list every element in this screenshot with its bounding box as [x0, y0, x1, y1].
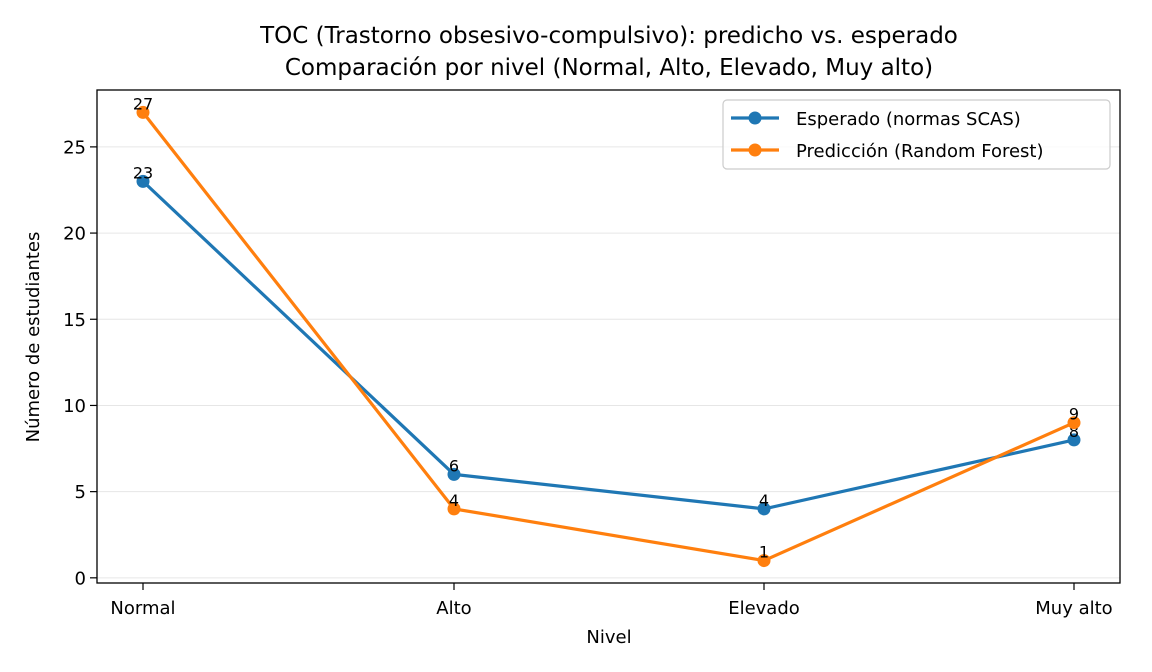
- x-axis-label: Nivel: [586, 627, 631, 648]
- series-layer: 23 6 4 8 27 4 1 9: [133, 94, 1081, 568]
- legend-box: [722, 99, 1111, 170]
- y-tick-label: 25: [63, 137, 86, 158]
- data-point: [447, 502, 461, 516]
- data-label: 23: [133, 163, 153, 182]
- x-tick-label: Normal: [110, 598, 175, 619]
- data-label: 27: [133, 94, 153, 113]
- x-tick-label: Alto: [436, 598, 471, 619]
- series-line: [141, 179, 1076, 511]
- data-label: 9: [1069, 405, 1079, 424]
- y-axis-label: Número de estudiantes: [23, 232, 44, 443]
- plot-frame: [96, 89, 1121, 584]
- series-2: 27 4 1 9: [133, 94, 1081, 568]
- data-point: [447, 467, 461, 481]
- y-tick-label: 15: [63, 310, 86, 331]
- data-label: 4: [449, 491, 459, 510]
- y-tick-label: 20: [63, 224, 86, 245]
- y-tick-label: 10: [63, 396, 86, 417]
- data-point: [757, 502, 771, 516]
- data-point: [1067, 416, 1081, 430]
- y-tick-label: 5: [75, 482, 86, 503]
- data-label: 8: [1069, 422, 1079, 441]
- legend-label: Esperado (normas SCAS): [796, 109, 1021, 130]
- data-label: 6: [449, 456, 459, 475]
- series-1: 23 6 4 8: [133, 163, 1081, 516]
- legend-marker: [748, 143, 762, 157]
- data-label: 1: [759, 543, 769, 562]
- series-line: [141, 110, 1076, 563]
- legend-marker: [748, 111, 762, 125]
- y-tick-label: 0: [75, 568, 86, 589]
- x-tick-label: Elevado: [728, 598, 800, 619]
- data-point: [757, 554, 771, 568]
- chart-title-line-2: Comparación por nivel (Normal, Alto, Ele…: [285, 55, 933, 81]
- axes: 0 5 10 15 20 25 Normal Alto Elevado Muy alto: [63, 137, 1113, 619]
- data-point: [136, 174, 150, 188]
- data-point: [1067, 433, 1081, 447]
- chart-title-line-1: TOC (Trastorno obsesivo-compulsivo): pre…: [259, 23, 958, 49]
- legend-label: Predicción (Random Forest): [796, 141, 1044, 162]
- data-point: [136, 105, 150, 119]
- legend: Esperado (normas SCAS) Predicción (Random…: [722, 99, 1111, 170]
- x-tick-label: Muy alto: [1035, 598, 1112, 619]
- data-label: 4: [759, 491, 769, 510]
